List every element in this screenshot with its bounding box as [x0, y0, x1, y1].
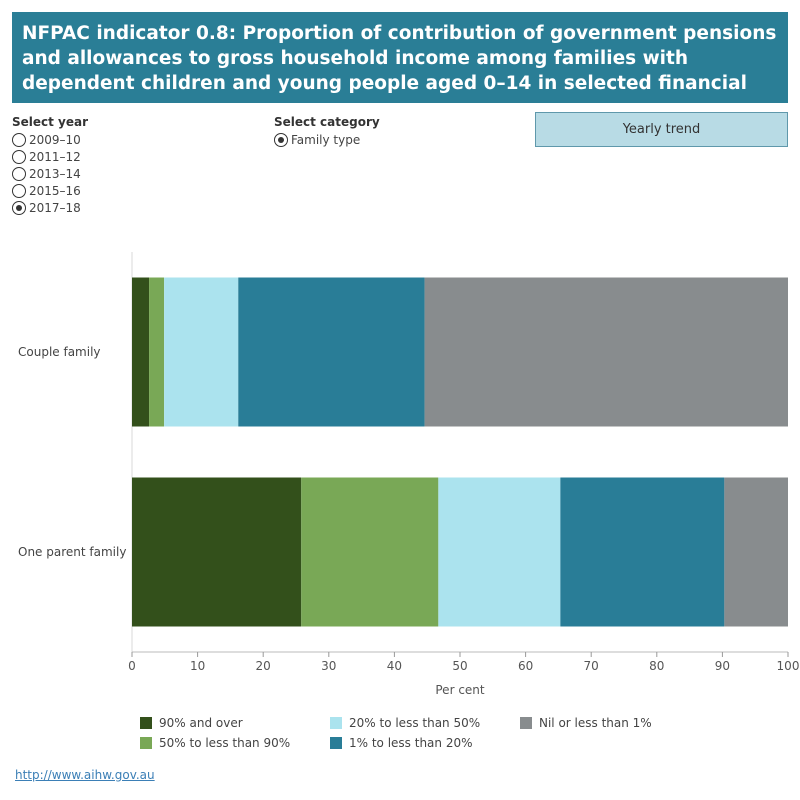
x-tick-label: 20	[256, 659, 271, 673]
x-tick-label: 30	[321, 659, 336, 673]
year-option[interactable]: 2011–12	[12, 148, 81, 165]
x-tick-label: 10	[190, 659, 205, 673]
legend-item: 20% to less than 50%	[330, 716, 480, 730]
year-option-label: 2013–14	[29, 166, 81, 181]
radio-selected-icon	[274, 132, 288, 147]
legend-swatch	[520, 717, 532, 729]
chart-legend: 90% and over 20% to less than 50% Nil or l…	[140, 716, 700, 756]
x-tick-label: 100	[777, 659, 800, 673]
legend-label: Nil or less than 1%	[539, 716, 652, 730]
year-option[interactable]: 2013–14	[12, 165, 81, 182]
bar-segment	[132, 477, 302, 627]
legend-label: 50% to less than 90%	[159, 736, 291, 750]
category-option-label: Family type	[291, 132, 361, 147]
legend-swatch	[140, 737, 152, 749]
legend-item: Nil or less than 1%	[520, 716, 652, 730]
page-title: NFPAC indicator 0.8: Proportion of contr…	[12, 12, 788, 119]
legend-label: 1% to less than 20%	[349, 736, 473, 750]
x-tick-label: 70	[584, 659, 599, 673]
legend-item: 90% and over	[140, 716, 243, 730]
year-select-label: Select year	[12, 115, 89, 129]
x-tick-label: 40	[387, 659, 402, 673]
category-label: Couple family	[18, 345, 101, 359]
year-option-label: 2017–18	[29, 200, 81, 215]
bar-segment	[424, 277, 788, 427]
bar-segment	[438, 477, 561, 627]
year-radio-group: 2009–10 2011–12 2013–14 2015–16 2017–18	[12, 131, 81, 216]
category-label: One parent family	[18, 545, 126, 559]
year-option[interactable]: 2017–18	[12, 199, 81, 216]
legend-swatch	[330, 717, 342, 729]
year-option-label: 2015–16	[29, 183, 81, 198]
radio-unselected-icon	[12, 149, 26, 164]
radio-selected-icon	[12, 200, 26, 215]
year-option[interactable]: 2009–10	[12, 131, 81, 148]
legend-label: 90% and over	[159, 716, 243, 730]
aihw-link[interactable]: http://www.aihw.gov.au	[15, 768, 155, 782]
stacked-bar-chart: Couple family One parent family 0 10 20 30 40 5…	[18, 252, 800, 697]
radio-unselected-icon	[12, 183, 26, 198]
year-option-label: 2009–10	[29, 132, 81, 147]
category-select-label: Select category	[274, 115, 380, 129]
category-option[interactable]: Family type	[274, 131, 360, 148]
bar-segment	[301, 477, 439, 627]
x-tick-label: 60	[518, 659, 533, 673]
bar-segment	[149, 277, 165, 427]
x-tick-label: 90	[715, 659, 730, 673]
x-tick-label: 50	[452, 659, 467, 673]
bar-segment	[560, 477, 725, 627]
category-radio-group: Family type	[274, 131, 360, 148]
legend-swatch	[140, 717, 152, 729]
legend-label: 20% to less than 50%	[349, 716, 481, 730]
legend-item: 50% to less than 90%	[140, 736, 290, 750]
bar-segment	[724, 477, 788, 627]
radio-unselected-icon	[12, 132, 26, 147]
year-option[interactable]: 2015–16	[12, 182, 81, 199]
bar-segment	[132, 277, 150, 427]
bar-segment	[164, 277, 239, 427]
legend-item: 1% to less than 20%	[330, 736, 473, 750]
x-tick-label: 80	[649, 659, 664, 673]
legend-swatch	[330, 737, 342, 749]
year-option-label: 2011–12	[29, 149, 81, 164]
bar-segment	[238, 277, 425, 427]
radio-unselected-icon	[12, 166, 26, 181]
x-axis-title: Per cent	[435, 683, 485, 697]
x-tick-label: 0	[128, 659, 136, 673]
yearly-trend-button[interactable]: Yearly trend	[535, 112, 788, 147]
